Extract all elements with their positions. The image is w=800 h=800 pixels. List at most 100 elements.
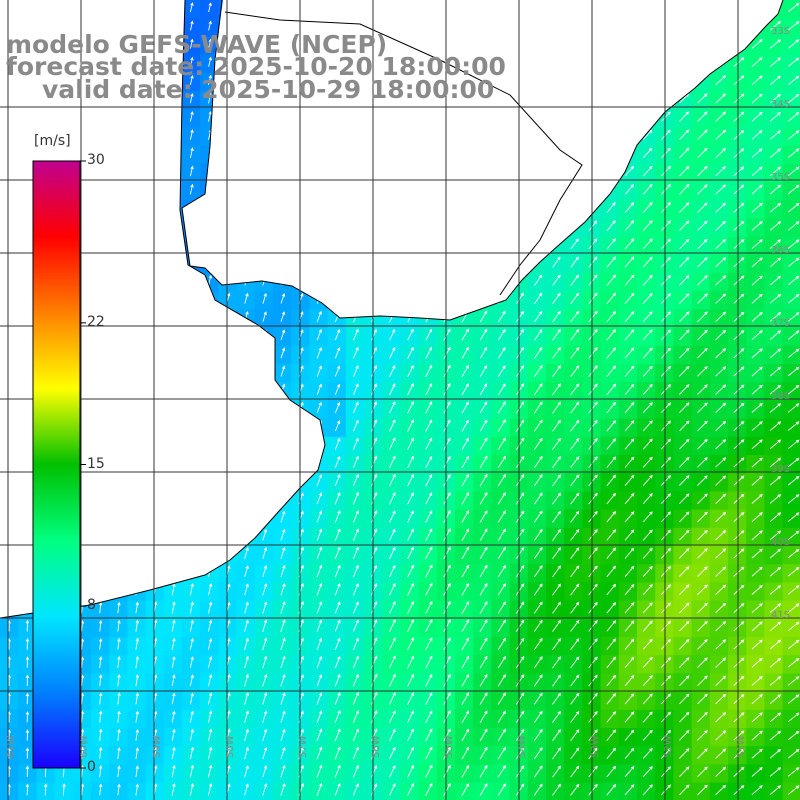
wind-arrow — [461, 655, 470, 669]
wind-arrow — [189, 74, 194, 85]
wind-arrow — [697, 329, 708, 341]
wind-arrow — [117, 747, 121, 760]
wind-arrow — [660, 202, 672, 213]
wind-arrow — [25, 619, 30, 632]
wind-cell — [418, 436, 438, 456]
wind-arrow — [171, 710, 176, 723]
wind-arrow — [570, 547, 580, 559]
wind-arrow — [715, 493, 727, 504]
wind-arrow — [552, 528, 561, 541]
wind-arrow — [624, 474, 635, 486]
wind-arrow — [425, 655, 433, 669]
wind-arrow — [407, 364, 414, 377]
wind-arrow — [244, 619, 249, 632]
wind-arrow — [208, 111, 213, 122]
wind-arrow — [370, 783, 378, 796]
wind-arrow — [389, 455, 396, 469]
wind-arrow — [715, 693, 727, 705]
wind-arrow — [679, 602, 690, 614]
wind-arrow — [733, 584, 745, 595]
wind-arrow — [733, 621, 745, 632]
wind-arrow — [606, 583, 616, 596]
wind-arrow — [715, 784, 727, 796]
wind-arrow — [751, 603, 763, 614]
wind-arrow — [552, 328, 561, 341]
wind-arrow — [425, 728, 433, 742]
wind-arrow — [642, 420, 653, 432]
wind-arrow — [25, 747, 30, 759]
wind-arrow — [642, 602, 653, 614]
wind-arrow — [697, 511, 708, 523]
wind-arrow — [697, 184, 708, 195]
wind-arrow — [787, 585, 800, 595]
wind-arrow — [443, 528, 451, 542]
wind-arrow — [660, 566, 672, 577]
wind-arrow — [461, 619, 470, 633]
wind-arrow — [497, 510, 506, 523]
latitude-label: 41S — [771, 610, 790, 621]
wind-arrow — [352, 419, 359, 432]
wind-arrow — [733, 384, 745, 395]
wind-arrow — [660, 602, 672, 614]
wind-arrow — [679, 220, 690, 232]
wind-arrow — [715, 566, 727, 577]
wind-arrow — [370, 510, 378, 523]
wind-arrow — [660, 274, 671, 286]
wind-arrow — [190, 56, 194, 67]
wind-arrow — [679, 402, 690, 414]
wind-arrow — [733, 693, 745, 705]
wind-arrow — [479, 546, 488, 560]
longitude-labels: 61W 60W 59W 58W 57W 56W 55W 54W 53W 52W 51W — [6, 735, 747, 758]
wind-arrow — [679, 165, 690, 177]
wind-arrow — [189, 782, 195, 796]
wind-arrow — [244, 292, 249, 304]
wind-arrow — [443, 382, 451, 396]
wind-arrow — [769, 566, 782, 577]
wind-arrow — [570, 583, 580, 596]
wind-arrow — [715, 584, 727, 595]
wind-arrow — [642, 656, 653, 668]
wind-arrow — [787, 294, 800, 304]
wind-arrow — [697, 238, 708, 250]
wind-arrow — [334, 746, 341, 760]
wind-arrow — [787, 21, 800, 31]
wind-arrow — [534, 292, 543, 304]
wind-arrow — [715, 366, 727, 377]
wind-arrow — [606, 456, 616, 468]
wind-arrow — [316, 528, 323, 541]
latitude-label: 36S — [771, 245, 790, 256]
wind-arrow — [787, 166, 800, 177]
wind-arrow — [751, 512, 763, 523]
wind-arrow — [533, 510, 543, 523]
wind-arrow — [207, 638, 213, 650]
wind-arrow — [407, 673, 414, 687]
wind-arrow — [787, 184, 800, 195]
wind-arrow — [425, 474, 433, 487]
latitude-label: 34S — [771, 99, 790, 110]
wind-arrow — [389, 528, 396, 541]
wind-arrow — [389, 601, 396, 614]
wind-arrow — [189, 165, 194, 177]
wind-arrow — [660, 456, 672, 468]
wind-arrow — [624, 711, 635, 723]
wind-arrow — [334, 655, 341, 669]
wind-arrow — [588, 474, 598, 487]
wind-arrow — [479, 692, 488, 705]
wind-arrow — [533, 383, 543, 396]
wind-arrow — [515, 510, 525, 523]
wind-arrow — [588, 656, 598, 669]
wind-arrow — [80, 674, 85, 687]
wind-arrow — [334, 437, 341, 450]
wind-arrow — [425, 328, 432, 341]
wind-arrow — [697, 275, 708, 286]
wind-arrow — [352, 619, 359, 632]
wind-arrow — [588, 747, 598, 760]
wind-arrow — [642, 438, 653, 450]
wind-arrow — [443, 364, 451, 378]
wind-arrow — [769, 39, 782, 49]
wind-arrow — [660, 183, 671, 195]
wind-arrow — [660, 620, 672, 632]
wind-arrow — [769, 75, 781, 86]
wind-arrow — [280, 292, 286, 304]
wind-arrow — [751, 639, 763, 650]
